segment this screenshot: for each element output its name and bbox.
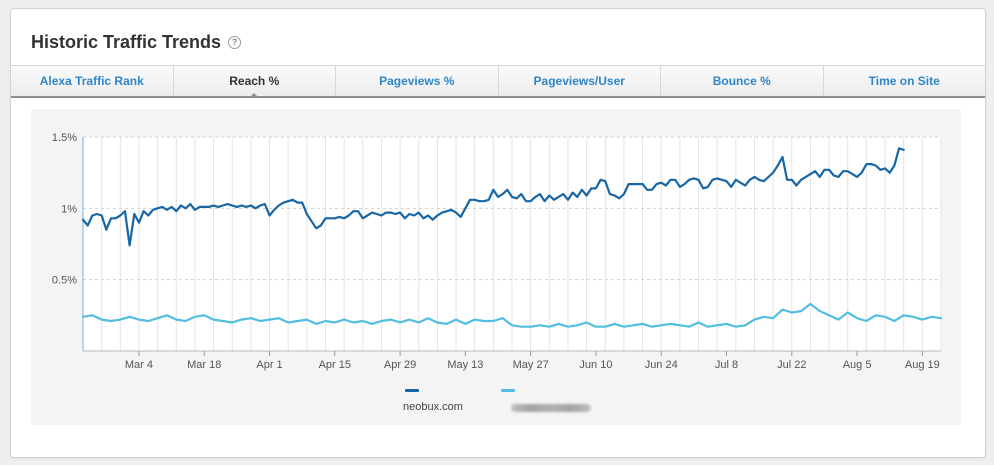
x-tick-label: Jun 24 [645,359,678,371]
legend-swatch [405,389,419,392]
chart-legend: neobux.com [31,389,961,419]
traffic-trends-panel: Historic Traffic Trends ? Alexa Traffic … [10,8,986,458]
tab-label: Pageviews/User [533,74,625,88]
tab-pageviews[interactable]: Pageviews % [336,66,499,96]
x-tick-label: Aug 19 [905,359,940,371]
redacted-legend-label [511,404,591,412]
title-row: Historic Traffic Trends ? [31,29,242,55]
x-tick-label: Jun 10 [579,359,612,371]
y-tick-label: 0.5% [52,275,77,287]
chart-area: 1.5% 1% 0.5% Mar 4 Mar 18 Apr 1 Apr 15 Apr 29 Ma… [31,109,961,425]
tab-label: Bounce % [712,74,771,88]
series-line-competitor [81,302,943,328]
x-tick-label: Apr 15 [319,359,351,371]
y-tick-label: 1% [61,203,77,215]
tab-label: Reach % [229,74,280,88]
x-tick-label: May 13 [447,359,483,371]
metric-tabs: Alexa Traffic Rank Reach % Pageviews % P… [11,65,985,98]
x-tick-label: Jul 8 [715,359,738,371]
panel-title: Historic Traffic Trends [31,31,222,52]
tab-time-on-site[interactable]: Time on Site [824,66,986,96]
x-tick-label: Aug 5 [843,359,872,371]
reach-line-chart: 1.5% 1% 0.5% Mar 4 Mar 18 Apr 1 Apr 15 Apr 29 Ma… [52,132,943,371]
series-line-neobux [81,147,905,247]
x-tick-label: Mar 18 [187,359,221,371]
tab-bounce[interactable]: Bounce % [661,66,824,96]
x-tick-label: Apr 1 [256,359,282,371]
legend-swatch [501,389,515,392]
x-tick-label: May 27 [513,359,549,371]
tab-pageviews-per-user[interactable]: Pageviews/User [499,66,661,96]
question-circle-icon[interactable]: ? [228,35,242,49]
x-tick-label: Mar 4 [125,359,153,371]
tab-label: Time on Site [868,74,940,88]
tab-alexa-traffic-rank[interactable]: Alexa Traffic Rank [11,66,174,96]
tab-label: Pageviews % [379,74,455,88]
y-tick-label: 1.5% [52,132,77,144]
tab-label: Alexa Traffic Rank [39,74,144,88]
x-tick-label: Apr 29 [384,359,416,371]
x-tick-label: Jul 22 [777,359,806,371]
active-tab-caret-icon [249,93,260,98]
tab-reach[interactable]: Reach % [174,66,336,98]
legend-label: neobux.com [403,401,463,413]
